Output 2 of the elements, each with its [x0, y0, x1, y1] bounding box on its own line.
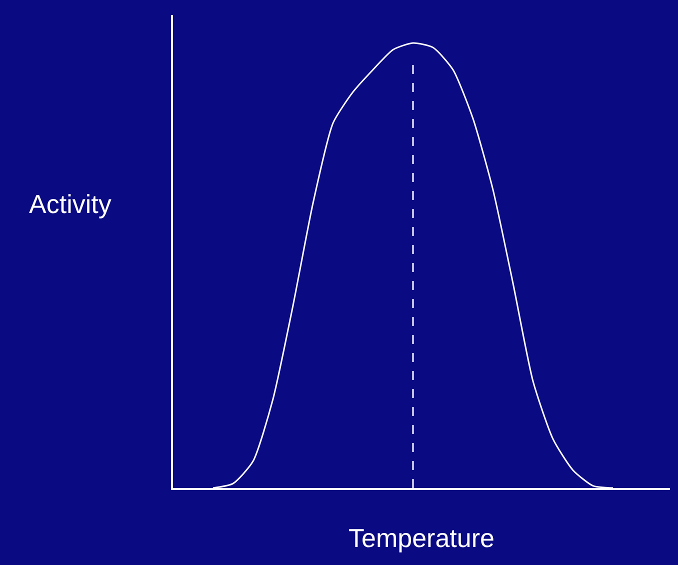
y-axis-title: Activity	[29, 189, 112, 219]
x-axis-title: Temperature	[348, 523, 494, 554]
